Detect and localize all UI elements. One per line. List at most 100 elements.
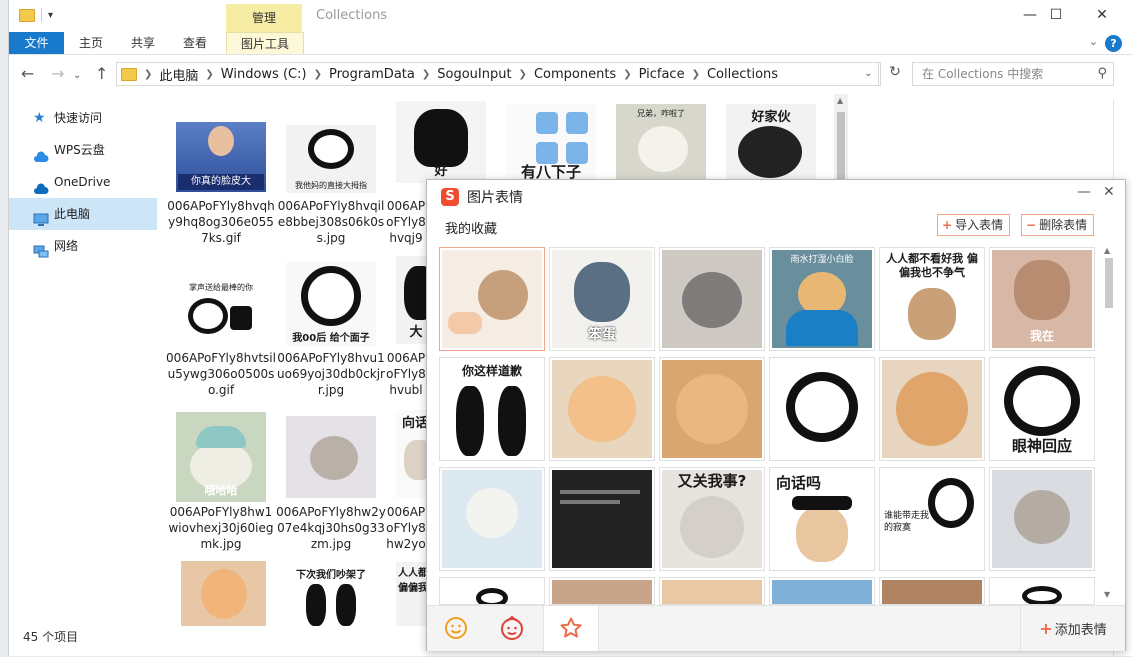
tab-home[interactable]: 主页 (78, 36, 103, 50)
star-outline-icon (560, 617, 582, 638)
forward-icon[interactable]: → (51, 64, 65, 83)
sidebar-item-quick-access[interactable]: ★ 快速访问 (9, 102, 157, 134)
sticker-item[interactable] (659, 247, 765, 351)
sticker-item[interactable]: 笨蛋 (549, 247, 655, 351)
scroll-up-icon[interactable]: ▲ (837, 96, 844, 105)
sticker-item[interactable] (769, 357, 875, 461)
file-name[interactable]: 006APoFYly8hvu1uo69yoj30db0ckjrr.jpg (277, 351, 385, 397)
refresh-icon[interactable]: ↻ (889, 64, 901, 80)
scrollbar-thumb[interactable] (1105, 258, 1113, 308)
back-icon[interactable]: ← (21, 64, 35, 83)
sidebar-item-label: 快速访问 (54, 111, 103, 125)
file-name[interactable]: 006APoFYly8hvqj9bt0s (386, 199, 426, 245)
sticker-item[interactable] (659, 357, 765, 461)
recent-locations-icon[interactable]: ⌄ (73, 70, 82, 81)
address-dropdown-icon[interactable]: ⌄ (859, 62, 879, 86)
file-thumbnail[interactable]: 兄弟，咋啦了 (616, 104, 706, 182)
sticker-item[interactable]: 向话吗 (769, 467, 875, 571)
sticker-item[interactable]: 你这样道歉 (439, 357, 545, 461)
help-icon[interactable]: ? (1105, 35, 1122, 52)
sticker-item[interactable] (659, 577, 765, 605)
file-thumbnail[interactable] (181, 561, 266, 626)
sticker-item[interactable] (879, 577, 985, 605)
maximize-button[interactable]: ☐ (1049, 7, 1063, 23)
sticker-item[interactable] (549, 467, 655, 571)
sticker-item[interactable]: 眼神回应 (989, 357, 1095, 461)
sticker-item[interactable]: 人人都不看好我 偏偏我也不争气 (879, 247, 985, 351)
tab-emoji[interactable] (429, 606, 483, 651)
file-list-scrollbar[interactable]: ▲ (834, 94, 848, 184)
sidebar-item-onedrive[interactable]: OneDrive (9, 166, 157, 198)
file-name[interactable]: 006APoFYly8hvqile8bbej308s06k0ss.jpg (277, 199, 385, 245)
folder-icon (121, 67, 137, 81)
sticker-item[interactable] (439, 247, 545, 351)
minimize-button[interactable]: — (1023, 7, 1037, 23)
scroll-up-icon[interactable]: ▲ (1104, 246, 1111, 255)
file-name[interactable]: 006APoFYly8hvqhy9hq8og306e0557ks.gif (167, 199, 275, 245)
tab-favorites[interactable] (543, 606, 599, 651)
tab-view[interactable]: 查看 (182, 36, 207, 50)
file-thumbnail[interactable]: 有八下子 (506, 104, 596, 182)
file-thumbnail[interactable]: 掌声送给最棒的你 (176, 278, 266, 346)
sidebar-item-this-pc[interactable]: 此电脑 (9, 198, 157, 230)
sticker-item[interactable] (769, 577, 875, 605)
breadcrumb-item[interactable]: 此电脑 (159, 68, 199, 84)
delete-stickers-button[interactable]: − 删除表情 (1021, 214, 1095, 236)
sticker-item[interactable]: 又关我事? (659, 467, 765, 571)
sticker-item[interactable] (439, 467, 545, 571)
sticker-item[interactable] (879, 357, 985, 461)
sticker-scrollbar[interactable]: ▲ ▼ (1102, 246, 1116, 602)
sticker-item[interactable] (549, 577, 655, 605)
sticker-item[interactable] (439, 577, 545, 605)
file-thumbnail[interactable]: 好家伙 (726, 104, 816, 182)
sticker-item[interactable] (989, 467, 1095, 571)
sidebar-item-network[interactable]: 网络 (9, 230, 157, 262)
sidebar-item-wps-cloud[interactable]: WPS云盘 (9, 134, 157, 166)
file-name[interactable]: 006APoFYly8hvublbr06 (386, 351, 426, 397)
file-thumbnail[interactable]: 我00后 给个面子 (286, 262, 376, 346)
file-thumbnail[interactable]: 哦哈哈 (176, 412, 266, 502)
thumbnail-caption: 人人都偏偏我 (398, 568, 428, 594)
sidebar-item-label: 此电脑 (54, 207, 91, 221)
file-name[interactable]: 006APoFYly8hw2y07e4kqj30hs0g33zm.jpg (276, 505, 386, 551)
chevron-right-icon: ❯ (205, 68, 214, 80)
sticker-item[interactable] (989, 577, 1095, 605)
file-name[interactable]: 006APoFYly8hvtsilu5ywg306o0500so.gif (166, 351, 276, 397)
file-thumbnail[interactable] (286, 416, 376, 498)
breadcrumb-item[interactable]: ProgramData (328, 66, 415, 82)
panel-minimize-button[interactable]: — (1077, 184, 1091, 200)
sticker-item[interactable]: 我在 (989, 247, 1095, 351)
breadcrumb-item[interactable]: Components (533, 66, 617, 82)
search-input[interactable]: 在 Collections 中搜索 ⚲ (912, 62, 1114, 86)
sticker-item[interactable]: 雨水打湿小白脸 (769, 247, 875, 351)
scroll-down-icon[interactable]: ▼ (1104, 590, 1111, 599)
breadcrumb-item[interactable]: Collections (706, 66, 779, 82)
file-thumbnail[interactable]: 我他妈的直接大拇指 (286, 125, 376, 193)
tab-picture-tools[interactable]: 图片工具 (226, 32, 304, 54)
file-thumbnail[interactable]: 好 (396, 101, 486, 183)
address-bar[interactable]: ❯ 此电脑 ❯ Windows (C:) ❯ ProgramData ❯ Sog… (116, 62, 881, 86)
ribbon-expand-icon[interactable]: ⌄ (1088, 35, 1098, 48)
add-sticker-button[interactable]: + 添加表情 (1020, 606, 1125, 651)
breadcrumb-item[interactable]: Picface (638, 66, 685, 82)
file-thumbnail[interactable]: 下次我们吵架了 (286, 564, 376, 626)
tab-share[interactable]: 共享 (130, 36, 155, 50)
breadcrumb-item[interactable]: Windows (C:) (220, 66, 307, 82)
sticker-caption: 笨蛋 (588, 327, 616, 343)
sticker-item[interactable] (549, 357, 655, 461)
sidebar-item-label: WPS云盘 (54, 143, 105, 157)
file-thumbnail[interactable]: 你真的脸皮大 (176, 122, 266, 192)
panel-close-button[interactable]: ✕ (1103, 184, 1115, 200)
file-name[interactable]: 006APoFYly8hw1wiovhexj30j60iegmk.jpg (168, 505, 274, 551)
close-button[interactable]: ✕ (1096, 7, 1108, 23)
up-icon[interactable]: ↑ (95, 64, 109, 83)
import-stickers-button[interactable]: + 导入表情 (937, 214, 1011, 236)
file-name[interactable]: 006APoFYly8hw2yo408 (386, 505, 426, 551)
scrollbar-thumb[interactable] (837, 112, 845, 180)
chevron-right-icon: ❯ (691, 68, 700, 80)
tab-file[interactable]: 文件 (9, 32, 64, 54)
customize-toolbar-icon[interactable]: ▾ (48, 9, 54, 21)
tab-character-emoji[interactable] (485, 606, 539, 651)
breadcrumb-item[interactable]: SogouInput (437, 66, 512, 82)
sticker-item[interactable]: 谁能带走我的寂寞 (879, 467, 985, 571)
